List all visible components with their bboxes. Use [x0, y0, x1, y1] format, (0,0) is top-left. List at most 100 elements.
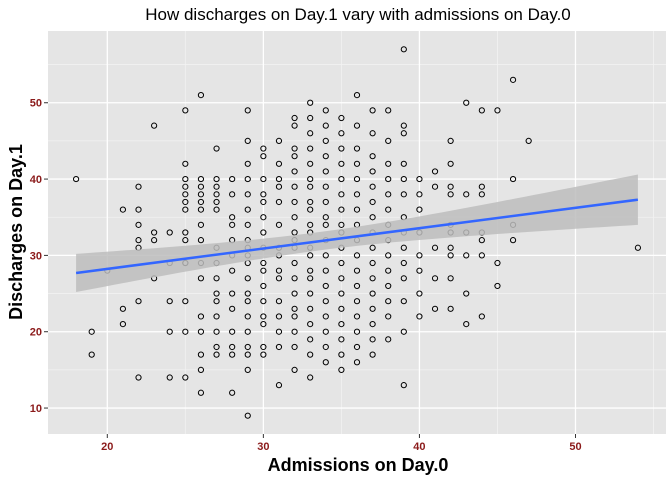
data-point: [166, 328, 173, 335]
data-point: [416, 191, 423, 198]
data-point: [229, 214, 236, 221]
data-point: [229, 343, 236, 351]
data-point: [463, 290, 470, 297]
data-point: [634, 244, 642, 251]
data-point: [213, 328, 220, 335]
data-point: [244, 351, 251, 358]
data-point: [260, 320, 267, 328]
data-point: [385, 298, 392, 305]
data-point: [338, 259, 345, 267]
data-point: [338, 175, 345, 183]
data-point: [166, 229, 173, 236]
data-point: [447, 183, 454, 190]
data-point: [291, 153, 298, 160]
data-point: [275, 275, 283, 282]
data-point: [338, 275, 345, 282]
data-point: [307, 351, 314, 358]
data-point: [307, 183, 314, 190]
data-point: [182, 183, 189, 190]
data-point: [213, 191, 220, 198]
data-point: [275, 198, 283, 206]
data-point: [229, 305, 236, 312]
data-point: [353, 267, 361, 274]
data-point: [244, 160, 251, 167]
data-point: [119, 206, 127, 213]
data-point: [322, 343, 329, 351]
data-points: [72, 46, 642, 419]
data-point: [369, 107, 376, 114]
data-point: [447, 252, 454, 259]
data-point: [369, 275, 376, 282]
data-point: [182, 160, 189, 167]
data-point: [229, 191, 236, 198]
data-point: [369, 198, 376, 206]
data-point: [353, 92, 361, 99]
data-point: [385, 160, 392, 167]
data-point: [447, 160, 454, 167]
data-point: [197, 92, 205, 99]
data-point: [260, 282, 267, 290]
data-point: [260, 153, 267, 160]
data-point: [431, 168, 439, 175]
data-point: [197, 175, 205, 183]
data-point: [307, 374, 314, 381]
data-point: [291, 328, 298, 335]
data-point: [447, 191, 454, 198]
data-point: [151, 229, 158, 236]
data-point: [244, 191, 251, 198]
data-point: [244, 298, 251, 305]
data-point: [338, 320, 345, 328]
data-point: [197, 183, 205, 190]
y-tick-label: 20: [30, 327, 42, 339]
data-point: [478, 252, 485, 259]
data-point: [182, 237, 189, 244]
data-point: [275, 298, 283, 305]
data-point: [400, 191, 407, 198]
data-point: [291, 313, 298, 320]
confidence-ribbon: [76, 174, 638, 293]
data-point: [431, 275, 439, 282]
data-point: [494, 107, 501, 114]
data-point: [369, 244, 376, 251]
data-point: [260, 214, 267, 221]
x-tick-label: 50: [569, 441, 581, 453]
data-point: [307, 290, 314, 297]
data-point: [353, 328, 361, 335]
regression-line: [75, 198, 639, 275]
data-point: [431, 244, 439, 251]
data-point: [119, 305, 127, 312]
data-point: [275, 183, 283, 190]
data-point: [213, 298, 220, 305]
data-point: [291, 145, 298, 152]
data-point: [244, 290, 251, 297]
data-point: [260, 198, 267, 206]
data-point: [197, 191, 205, 198]
data-point: [307, 320, 314, 328]
data-point: [275, 160, 283, 167]
data-point: [151, 237, 158, 244]
data-point: [197, 221, 205, 228]
data-point: [260, 267, 267, 274]
data-point: [338, 160, 345, 167]
data-point: [353, 206, 361, 213]
data-point: [260, 259, 267, 267]
data-point: [307, 275, 314, 282]
data-point: [463, 252, 470, 259]
data-point: [244, 206, 251, 213]
data-point: [182, 229, 189, 236]
data-point: [307, 198, 314, 206]
data-point: [385, 282, 392, 290]
data-point: [275, 328, 283, 335]
data-point: [197, 351, 205, 358]
data-point: [322, 168, 329, 175]
data-point: [369, 259, 376, 267]
data-point: [322, 267, 329, 274]
data-point: [400, 328, 407, 335]
x-tick-label: 30: [257, 441, 269, 453]
data-point: [353, 252, 361, 259]
data-point: [244, 137, 251, 145]
data-point: [182, 191, 189, 198]
data-point: [260, 145, 267, 152]
data-point: [260, 298, 267, 305]
data-point: [478, 107, 485, 114]
